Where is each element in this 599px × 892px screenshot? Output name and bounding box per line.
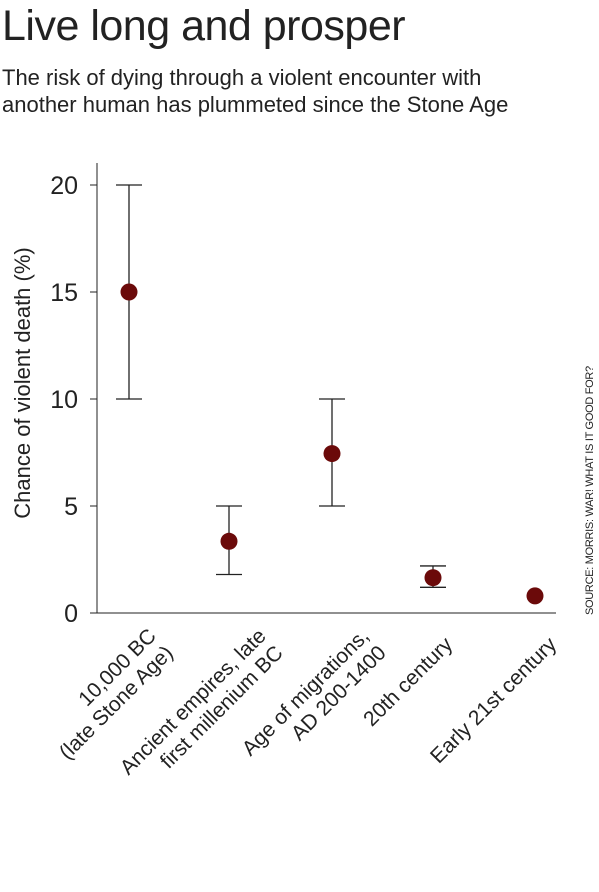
subtitle-line-2: another human has plummeted since the St… — [2, 92, 509, 117]
y-axis-label: Chance of violent death (%) — [10, 247, 35, 519]
subtitle-line-1: The risk of dying through a violent enco… — [2, 65, 482, 90]
y-tick-label-0: 0 — [64, 600, 78, 628]
data-point-0 — [120, 283, 138, 301]
data-point-2 — [323, 445, 341, 463]
data-point-1 — [220, 532, 238, 550]
y-tick-label-10: 10 — [50, 386, 78, 414]
chart-subtitle: The risk of dying through a violent enco… — [2, 64, 592, 118]
y-tick-label-20: 20 — [50, 172, 78, 200]
y-tick-label-5: 5 — [64, 493, 78, 521]
data-point-4 — [526, 587, 544, 605]
source-note: SOURCE: MORRIS: WAR! WHAT IS IT GOOD FOR… — [584, 366, 596, 615]
chart-title: Live long and prosper — [2, 2, 406, 50]
data-point-3 — [424, 569, 442, 587]
y-tick-label-15: 15 — [50, 279, 78, 307]
